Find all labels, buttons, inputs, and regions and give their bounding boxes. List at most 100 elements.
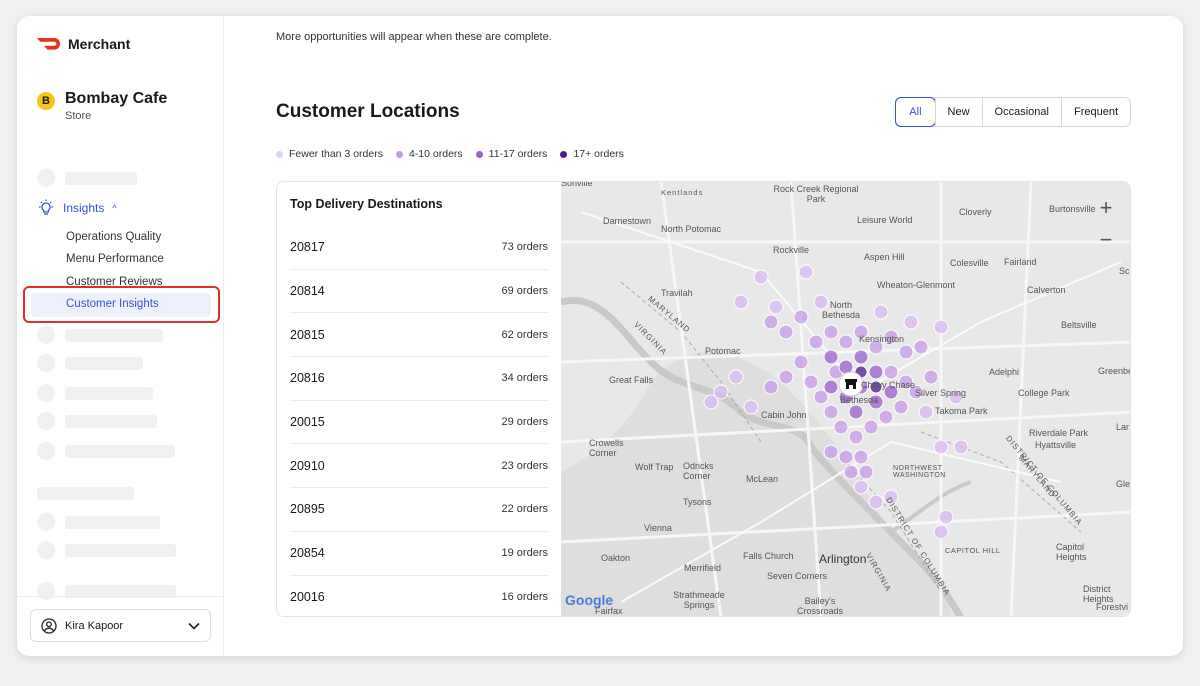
map-label: Seven Corners	[767, 571, 828, 581]
user-name: Kira Kapoor	[65, 619, 124, 632]
map-label: Darnestown	[603, 216, 652, 226]
map-label: Vienna	[644, 523, 672, 533]
destination-row: 20016 16 orders	[290, 590, 548, 605]
nav-insights-label: Insights	[63, 201, 105, 215]
sidebar: Merchant B Bombay Cafe Store Insights ^	[17, 16, 224, 656]
nav-menu-performance[interactable]: Menu Performance	[66, 253, 164, 265]
app-window: Merchant B Bombay Cafe Store Insights ^	[17, 16, 1183, 656]
brand[interactable]: Merchant	[37, 36, 130, 52]
user-icon	[41, 617, 57, 634]
customer-map[interactable]: Sonville Kentlands Rock Creek Regional P…	[561, 181, 1131, 616]
map-label: College Park	[1018, 388, 1070, 398]
destination-row: 20815 62 orders	[290, 313, 548, 358]
filter-all[interactable]: All	[895, 97, 936, 127]
map-label: Capitol Hill	[945, 546, 1001, 555]
destination-row: 20816 34 orders	[290, 357, 548, 401]
map-label: Merrifield	[684, 563, 722, 573]
customer-filter: All New Occasional Frequent	[895, 97, 1131, 127]
nav-operations-quality[interactable]: Operations Quality	[66, 231, 162, 243]
map-label: Aspen Hill	[864, 252, 905, 262]
nav-customer-insights[interactable]: Customer Insights	[66, 298, 159, 310]
legend-item: 17+ orders	[560, 148, 624, 160]
map-label: Tysons	[683, 497, 712, 507]
map-label: Travilah	[661, 288, 693, 298]
destination-row: 20854 19 orders	[290, 532, 548, 576]
legend-item: 4-10 orders	[395, 148, 463, 160]
map-label: Cabin John	[761, 410, 807, 420]
legend-swatch	[560, 150, 568, 158]
map-label: Riverdale Park	[1029, 428, 1089, 438]
map-label: Wolf Trap	[635, 462, 674, 472]
map-label: Cloverly	[959, 207, 992, 217]
map-label: Fairland	[1004, 257, 1037, 267]
store-switcher[interactable]: B Bombay Cafe Store	[37, 90, 167, 122]
legend-swatch	[475, 150, 483, 158]
map-label: Northwest Washington	[893, 465, 946, 479]
map-label: Lar	[1116, 422, 1130, 432]
filter-new[interactable]: New	[934, 98, 982, 126]
brand-name: Merchant	[68, 36, 131, 52]
map-label: Leisure World	[857, 215, 913, 225]
main-content: More opportunities will appear when thes…	[224, 16, 1183, 656]
map-label: Adelphi	[989, 367, 1020, 377]
map-label: Calverton	[1027, 285, 1066, 295]
map-label: Potomac	[705, 346, 741, 356]
map-label: Oakton	[601, 553, 631, 563]
destination-row: 20817 73 orders	[290, 226, 548, 270]
map-label: Falls Church	[743, 551, 794, 561]
destination-list: 20817 73 orders 20814 69 orders 20815 62 or…	[290, 226, 548, 616]
nav-placeholder	[37, 412, 157, 430]
map-label: Kentlands	[661, 188, 704, 197]
legend-swatch	[395, 150, 403, 158]
map-label: Crowells Corner	[589, 438, 624, 458]
nav-placeholder	[37, 169, 137, 187]
sidebar-divider	[17, 596, 224, 597]
chevron-down-icon	[188, 622, 200, 630]
nav-placeholder	[37, 513, 160, 531]
user-menu[interactable]: Kira Kapoor	[30, 609, 211, 642]
google-logo: Google	[565, 592, 614, 608]
lightbulb-icon	[39, 199, 53, 215]
nav-placeholder	[37, 487, 134, 500]
nav-placeholder	[37, 384, 153, 402]
top-destinations-title: Top Delivery Destinations	[290, 197, 443, 211]
destination-row: 20910 23 orders	[290, 444, 548, 489]
map-label: Beltsville	[1061, 320, 1097, 330]
map-label: Sonville	[561, 181, 593, 188]
doordash-logo-icon	[37, 38, 60, 50]
destination-row: 20814 69 orders	[290, 270, 548, 314]
map-label: Bailey's Crossroads	[796, 596, 843, 616]
store-type: Store	[65, 110, 92, 122]
map-label: Forestvi	[1096, 602, 1129, 612]
map-label: Colesville	[950, 258, 989, 268]
map-label: Burtonsville	[1049, 204, 1096, 214]
map-label: Glei	[1116, 479, 1131, 489]
nav-placeholder	[37, 442, 175, 460]
store-name: Bombay Cafe	[65, 90, 168, 107]
map-label: McLean	[746, 474, 779, 484]
map-label: Rockville	[773, 245, 810, 255]
zoom-in-button[interactable]: +	[1099, 195, 1113, 220]
legend-item: Fewer than 3 orders	[276, 148, 383, 160]
map-label: Silver Spring	[915, 388, 967, 398]
filter-occasional[interactable]: Occasional	[981, 98, 1061, 126]
map-label: District Heights	[1083, 584, 1114, 604]
locations-panel: Top Delivery Destinations 20817 73 orders…	[276, 181, 1131, 617]
map-label: Chevy Chase	[861, 380, 916, 390]
map-label: Arlington	[819, 552, 867, 566]
nav-placeholder	[37, 354, 143, 372]
map-label: Fairfax	[595, 606, 623, 616]
nav-insights[interactable]: Insights ^	[37, 199, 117, 217]
page-title: Customer Locations	[276, 101, 460, 122]
map-label: Capitol Heights	[1056, 542, 1087, 562]
nav-customer-reviews[interactable]: Customer Reviews	[66, 276, 163, 288]
zoom-out-button[interactable]: −	[1099, 227, 1113, 252]
legend-item: 11-17 orders	[475, 148, 547, 160]
map-label: Greenbe	[1098, 366, 1131, 376]
map-label: Takoma Park	[935, 406, 988, 416]
filter-frequent[interactable]: Frequent	[1060, 98, 1130, 126]
map-label: North Bethesda	[821, 300, 861, 320]
map-label: Great Falls	[609, 375, 654, 385]
map-label: North Potomac	[661, 224, 722, 234]
nav-customer-insights-bg[interactable]	[31, 293, 211, 317]
